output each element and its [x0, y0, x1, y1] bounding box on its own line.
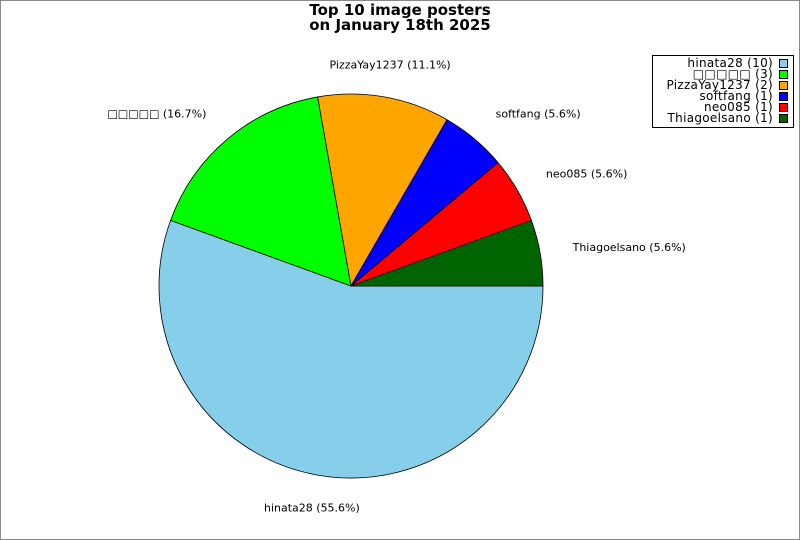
chart-title-line-2: on January 18th 2025 — [309, 16, 491, 34]
legend-label: PizzaYay1237 (2) — [666, 78, 773, 92]
legend-label: softfang (1) — [699, 89, 773, 103]
legend-swatch — [779, 81, 788, 90]
slice-label-0: hinata28 (55.6%) — [264, 502, 360, 515]
legend-swatch — [779, 114, 788, 123]
slice-label-2: PizzaYay1237 (11.1%) — [329, 58, 450, 71]
legend-label: Thiagoelsano (1) — [667, 111, 773, 125]
legend-item-1: □□□□□ (3) — [653, 67, 793, 81]
legend-item-3: softfang (1) — [653, 89, 793, 103]
legend-label: hinata28 (10) — [687, 56, 773, 70]
legend-swatch — [779, 70, 788, 79]
chart-title: Top 10 image posters on January 18th 202… — [1, 3, 799, 33]
legend-swatch — [779, 103, 788, 112]
chart-title-line-1: Top 10 image posters — [309, 1, 491, 19]
legend-item-0: hinata28 (10) — [653, 56, 793, 70]
legend-item-2: PizzaYay1237 (2) — [653, 78, 793, 92]
legend-item-4: neo085 (1) — [653, 100, 793, 114]
slice-label-3: softfang (5.6%) — [496, 108, 581, 121]
slice-label-4: neo085 (5.6%) — [546, 168, 628, 181]
pie-slice-0 — [158, 219, 544, 479]
legend-item-5: Thiagoelsano (1) — [653, 111, 793, 125]
legend-swatch — [779, 59, 788, 68]
pie-slice-2 — [317, 93, 448, 288]
legend-label: □□□□□ (3) — [692, 67, 773, 81]
slice-label-1: □□□□□ (16.7%) — [107, 108, 206, 121]
legend: hinata28 (10) □□□□□ (3) PizzaYay1237 (2) so… — [652, 55, 794, 128]
legend-swatch — [779, 92, 788, 101]
pie-slice-5 — [350, 219, 544, 287]
pie-slice-1 — [170, 96, 352, 287]
legend-label: neo085 (1) — [703, 100, 773, 114]
slice-label-5: Thiagoelsano (5.6%) — [572, 241, 686, 254]
